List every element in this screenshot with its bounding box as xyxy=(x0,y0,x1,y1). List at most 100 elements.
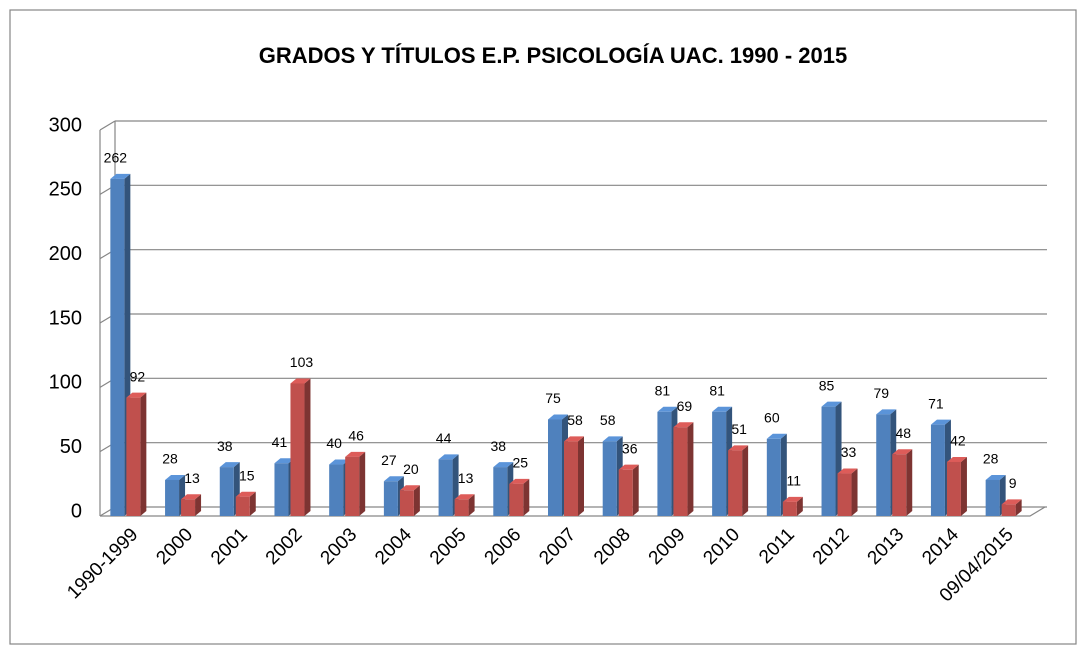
bar-side xyxy=(195,494,202,516)
bar xyxy=(383,481,398,516)
bar-top xyxy=(399,485,420,491)
bar xyxy=(1001,504,1016,516)
bar-top xyxy=(673,422,694,428)
bar xyxy=(548,419,562,516)
bar-top xyxy=(821,401,842,407)
bar xyxy=(438,459,453,516)
bar-top xyxy=(493,462,514,468)
data-label: 71 xyxy=(928,395,944,411)
bar xyxy=(673,427,688,516)
data-label: 15 xyxy=(239,467,255,483)
bar-top xyxy=(110,173,131,179)
data-label: 58 xyxy=(567,412,583,428)
bar xyxy=(274,463,289,516)
data-label: 51 xyxy=(731,421,747,437)
bar xyxy=(219,467,234,516)
bar-top xyxy=(712,406,733,412)
bar-side xyxy=(1015,499,1022,516)
bar-top xyxy=(946,456,967,462)
bar xyxy=(165,479,180,516)
data-label: 46 xyxy=(348,428,364,444)
bar-side xyxy=(359,451,366,516)
data-label: 27 xyxy=(381,452,397,468)
bar xyxy=(493,467,508,516)
data-label: 85 xyxy=(819,377,835,393)
bar-top xyxy=(219,462,240,468)
data-label: 36 xyxy=(622,440,638,456)
bar-side xyxy=(413,485,420,516)
data-label: 48 xyxy=(895,425,911,441)
data-label: 38 xyxy=(491,438,507,454)
bar-top xyxy=(235,491,256,497)
bar-top xyxy=(657,406,678,412)
bar-side xyxy=(304,378,311,516)
bar-top xyxy=(290,378,311,384)
bar xyxy=(618,469,633,516)
data-label: 38 xyxy=(217,438,233,454)
y-tick-label: 0 xyxy=(71,500,82,522)
bar xyxy=(892,454,907,516)
bar xyxy=(126,397,141,516)
data-label: 103 xyxy=(290,354,314,370)
bar-side xyxy=(796,496,803,516)
bar-top xyxy=(985,474,1006,480)
bar-top xyxy=(766,433,787,439)
data-label: 92 xyxy=(130,368,146,384)
bar xyxy=(454,499,469,516)
data-label: 60 xyxy=(764,410,780,426)
bar-top xyxy=(876,409,897,415)
bar-top xyxy=(618,464,639,470)
bar xyxy=(329,464,344,516)
bar-side xyxy=(249,491,256,516)
bar-top xyxy=(728,445,749,451)
bar-top xyxy=(564,436,584,442)
bar xyxy=(782,501,797,516)
chart-frame xyxy=(9,9,1077,645)
data-label: 20 xyxy=(403,461,419,477)
bar-side xyxy=(523,478,530,516)
bar-side xyxy=(960,456,967,516)
bar xyxy=(110,178,125,517)
data-label: 41 xyxy=(272,434,288,450)
data-label: 58 xyxy=(600,412,616,428)
bar-side xyxy=(851,468,858,516)
bar-side xyxy=(687,422,694,516)
y-tick-label: 100 xyxy=(49,372,82,394)
data-label: 75 xyxy=(545,390,561,406)
bar xyxy=(985,479,1000,516)
bar-side xyxy=(632,464,639,516)
bar xyxy=(930,424,945,516)
bar xyxy=(657,411,672,516)
bar xyxy=(712,411,727,516)
bar-side xyxy=(742,445,749,516)
data-label: 81 xyxy=(655,382,671,398)
data-label: 28 xyxy=(162,451,178,467)
data-label: 40 xyxy=(326,435,342,451)
bar xyxy=(602,441,617,516)
bar xyxy=(290,383,305,516)
bar-top xyxy=(602,436,623,442)
data-label: 44 xyxy=(436,430,452,446)
bar-top xyxy=(837,468,858,474)
data-label: 81 xyxy=(709,382,725,398)
bar-top xyxy=(548,414,568,420)
data-label: 25 xyxy=(513,455,529,471)
bar-top xyxy=(345,451,366,457)
y-tick-label: 200 xyxy=(49,243,82,265)
data-label: 79 xyxy=(873,385,889,401)
data-label: 11 xyxy=(787,473,802,489)
bar xyxy=(728,450,743,516)
grid-line xyxy=(99,120,116,131)
bar xyxy=(876,414,891,516)
bar xyxy=(345,456,360,516)
bar-side xyxy=(906,449,913,516)
bar xyxy=(235,496,250,516)
bar-top xyxy=(892,449,913,455)
bar-side xyxy=(468,494,475,516)
bar-top xyxy=(274,458,295,464)
bar xyxy=(821,406,836,516)
bar-top xyxy=(126,392,147,398)
bar xyxy=(837,473,852,516)
bar-top xyxy=(930,419,951,425)
